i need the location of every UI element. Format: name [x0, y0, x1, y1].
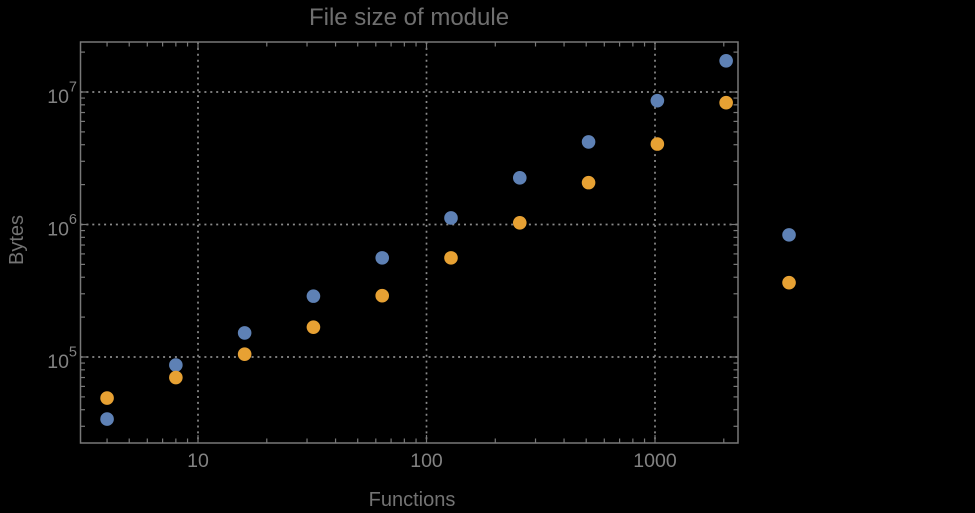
series-1-blue-point: [512, 171, 527, 185]
series-1-blue-point: [100, 412, 114, 426]
series-2-orange-point: [444, 251, 458, 265]
y-tick-label: 105: [47, 345, 77, 374]
x-tick-label: 1000: [633, 450, 677, 472]
y-tick-label: 107: [47, 80, 77, 109]
y-axis-label: Bytes: [6, 215, 28, 265]
x-axis-label: Functions: [369, 489, 456, 511]
x-tick-label: 10: [187, 450, 209, 472]
series-1-blue-point: [719, 53, 733, 68]
series-1-blue-point: [306, 289, 321, 303]
chart-title: File size of module: [309, 4, 509, 31]
series-1-blue-point: [169, 358, 183, 372]
series-2-orange-point: [375, 288, 390, 303]
series-2-orange-offplot-point: [782, 275, 796, 290]
series-1-blue-point: [444, 211, 458, 225]
plot-frame: [79, 41, 739, 444]
series-1-blue-offplot-point: [782, 228, 796, 242]
series-1-blue-point: [237, 326, 252, 340]
series-1-blue-point: [650, 93, 665, 108]
chart-generated-layer: 10 100 1000 105 106 107: [47, 41, 796, 472]
series-2-orange-point: [581, 175, 596, 190]
series-2-orange-point: [306, 320, 321, 334]
series-1-blue-point: [375, 251, 390, 265]
series-2-orange-point: [100, 391, 114, 405]
series-2-orange-point: [169, 370, 183, 385]
series-2-orange-point: [237, 347, 252, 361]
y-tick-label: 106: [47, 212, 77, 241]
series-1-blue-point: [581, 135, 596, 149]
x-tick-label: 100: [410, 450, 443, 472]
series-2-orange-point: [719, 95, 733, 110]
series-2-orange-point: [650, 137, 665, 151]
series-2-orange-point: [512, 215, 527, 230]
